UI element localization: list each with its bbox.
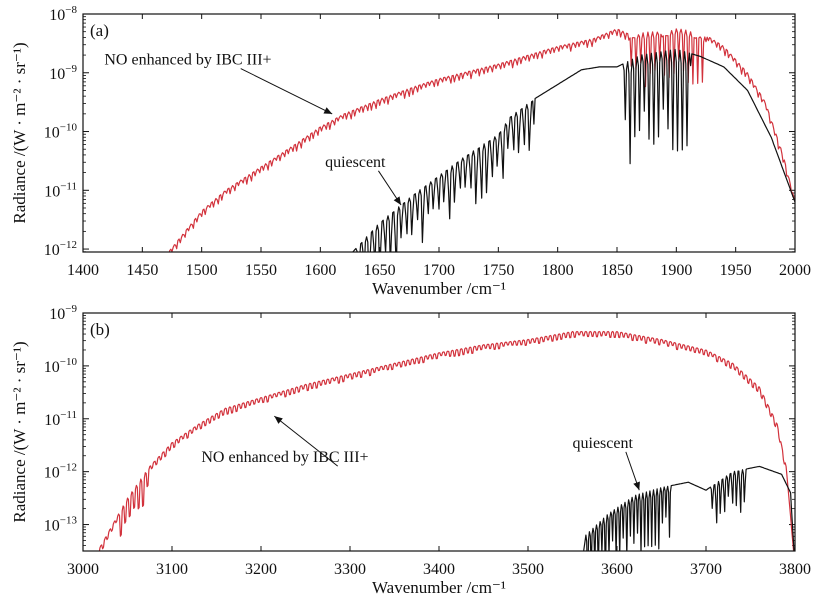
y-axis-title: Radiance /(W · m⁻² · sr⁻¹) [10,341,29,522]
series-line-quiescent [583,465,795,551]
x-tick-label: 1900 [660,262,692,279]
annotation-arrow-head [274,416,283,424]
x-tick-label: 1750 [482,262,514,279]
annotation-arrow-line [274,415,339,467]
x-tick-label: 1800 [542,262,574,279]
y-tick-label: 10−9 [49,63,77,83]
x-tick-label: 1450 [126,262,158,279]
plot-frame [82,13,796,253]
x-tick-label: 3800 [779,561,811,578]
annotation-label: quiescent [325,154,386,171]
x-tick-label: 1650 [364,262,396,279]
y-tick-label: 10−8 [49,4,77,24]
annotation-label: quiescent [573,435,634,452]
x-tick-label: 2000 [779,262,811,279]
panel-label: (b) [90,320,110,339]
x-tick-label: 3000 [67,561,99,578]
plot-frame [82,312,796,552]
y-tick-label: 10−13 [44,515,78,535]
x-tick-label: 1850 [601,262,633,279]
x-tick-label: 3200 [245,561,277,578]
x-axis-title: Wavenumber /cm⁻¹ [372,279,506,298]
x-axis-title: Wavenumber /cm⁻¹ [372,578,506,597]
y-tick-label: 10−12 [44,239,77,259]
annotation-label: NO enhanced by IBC III+ [104,52,271,69]
series-line-quiescent [351,48,795,252]
x-tick-label: 3600 [601,561,633,578]
y-tick-label: 10−11 [44,409,77,429]
x-tick-label: 3300 [334,561,366,578]
y-tick-label: 10−11 [44,180,77,200]
y-tick-label: 10−10 [44,356,78,376]
x-tick-label: 1550 [245,262,277,279]
annotation-label: NO enhanced by IBC III+ [201,449,368,466]
panel-a: 1400 1450 1500 1550 1600 1650 1700 1750 1800 1850… [10,4,811,298]
x-tick-label: 1400 [67,262,99,279]
x-tick-label: 1600 [304,262,336,279]
annotation-arrow-head [633,481,640,491]
x-tick-label: 1950 [720,262,752,279]
series-line-no-enhanced-by-ibc-iii- [168,28,795,252]
y-tick-label: 10−12 [44,462,77,482]
x-tick-label: 1500 [186,262,218,279]
annotation-arrow-line [240,68,333,115]
y-tick-label: 10−10 [44,122,78,142]
annotation-arrow-head [323,107,333,114]
series-line-no-enhanced-by-ibc-iii- [98,330,795,551]
x-tick-label: 3400 [423,561,455,578]
panel-label: (a) [90,21,109,40]
annotation-arrow-head [393,196,402,205]
x-tick-label: 3100 [156,561,188,578]
x-tick-label: 3700 [690,561,722,578]
y-tick-label: 10−9 [49,303,77,323]
x-tick-label: 3500 [512,561,544,578]
panel-b: 3000 3100 3200 3300 3400 3500 3600 3700 3800 10−9… [10,303,811,597]
x-tick-label: 1700 [423,262,455,279]
y-axis-title: Radiance /(W · m⁻² · sr⁻¹) [10,42,29,223]
